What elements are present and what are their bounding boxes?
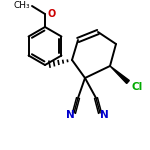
Text: N: N xyxy=(66,110,74,120)
Text: CH₃: CH₃ xyxy=(13,2,30,10)
Text: Cl: Cl xyxy=(132,82,143,92)
Polygon shape xyxy=(110,66,129,84)
Text: N: N xyxy=(100,110,108,120)
Text: O: O xyxy=(47,9,55,19)
